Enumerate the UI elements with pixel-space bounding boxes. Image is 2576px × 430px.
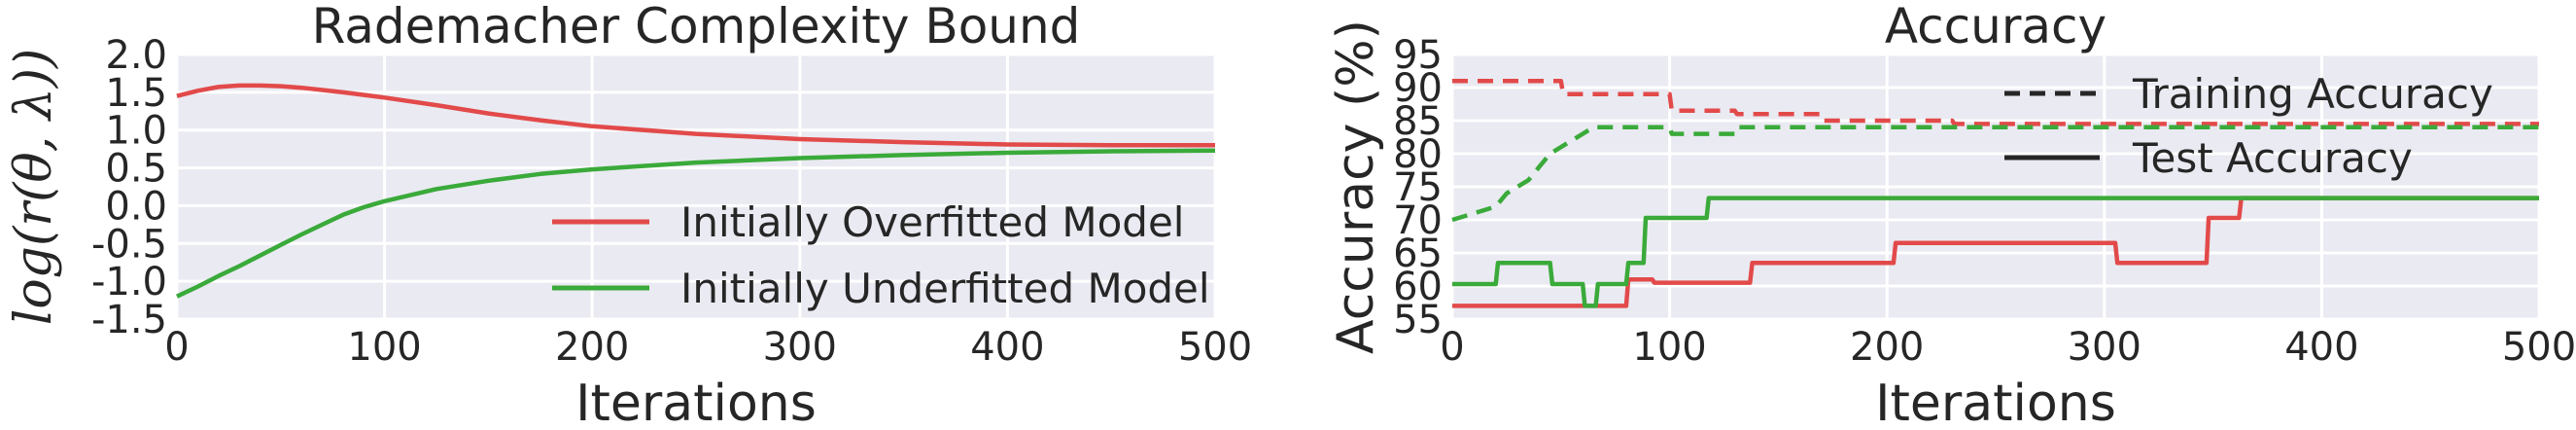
series-line <box>1451 125 2539 223</box>
y-tick-label: 95 <box>1393 33 1443 78</box>
y-tick-label: 85 <box>1393 99 1443 144</box>
y-tick-label: 1.5 <box>105 71 167 116</box>
y-tick-label: 0.5 <box>105 147 167 192</box>
accuracy-y-axis-label: Accuracy (%) <box>1327 19 1385 354</box>
rademacher-x-axis-label: Iterations <box>575 375 817 430</box>
series-line <box>1452 196 2539 308</box>
x-tick-label: 200 <box>1850 325 1924 370</box>
rademacher-y-axis-label: log(r(θ, λ)) <box>5 49 63 326</box>
rademacher-series <box>176 83 1216 299</box>
y-tick-label: 90 <box>1393 66 1443 111</box>
series-line <box>176 148 1216 299</box>
accuracy-legend: Training Accuracy Test Accuracy <box>2004 70 2493 182</box>
y-tick-label: -0.5 <box>91 222 167 267</box>
series-line <box>1452 78 2539 126</box>
y-tick-label: 55 <box>1393 298 1443 342</box>
x-tick-label: 300 <box>2068 325 2141 370</box>
series-line <box>176 83 1215 148</box>
rademacher-chart: 0 100 200 300 400 500 -1.5-1.0-0.50.00.51.01.… <box>5 0 1252 430</box>
accuracy-grid <box>1450 53 2541 321</box>
y-tick-label: 75 <box>1393 165 1443 210</box>
series-line <box>1452 196 2539 308</box>
rademacher-legend: Initially Overfitted Model Initially Und… <box>552 198 1210 312</box>
x-tick-label: 200 <box>555 325 629 370</box>
accuracy-x-tick-labels: 0 100 200 300 400 500 <box>1440 325 2576 370</box>
legend-label-training: Training Accuracy <box>2132 70 2493 118</box>
accuracy-x-axis-label: Iterations <box>1875 375 2116 430</box>
legend-label-overfitted: Initially Overfitted Model <box>680 198 1184 246</box>
y-tick-label: 80 <box>1393 132 1443 177</box>
y-tick-label: 70 <box>1393 198 1443 243</box>
x-tick-label: 0 <box>1440 325 1464 370</box>
legend-label-test: Test Accuracy <box>2132 134 2413 182</box>
accuracy-title: Accuracy <box>1885 0 2106 54</box>
x-tick-label: 100 <box>347 325 421 370</box>
y-tick-label: -1.0 <box>91 260 167 305</box>
rademacher-y-tick-labels: -1.5-1.0-0.50.00.51.01.52.0 <box>91 33 167 342</box>
rademacher-title: Rademacher Complexity Bound <box>312 0 1081 54</box>
y-tick-label: 60 <box>1393 265 1443 309</box>
x-tick-label: 500 <box>1178 325 1252 370</box>
rademacher-plot-area <box>177 54 1215 319</box>
y-tick-label: 2.0 <box>105 33 167 78</box>
y-tick-label: 65 <box>1393 232 1443 276</box>
x-tick-label: 0 <box>164 325 189 370</box>
x-tick-label: 400 <box>2284 325 2358 370</box>
y-tick-label: 1.0 <box>105 109 167 154</box>
x-tick-label: 300 <box>763 325 837 370</box>
x-tick-label: 500 <box>2502 325 2576 370</box>
accuracy-series <box>1451 78 2539 308</box>
y-tick-label: 0.0 <box>105 184 167 229</box>
legend-label-underfitted: Initially Underfitted Model <box>680 265 1210 312</box>
y-tick-label: -1.5 <box>91 298 167 342</box>
x-tick-label: 400 <box>970 325 1044 370</box>
x-tick-label: 100 <box>1632 325 1706 370</box>
rademacher-x-tick-labels: 0 100 200 300 400 500 <box>164 325 1252 370</box>
rademacher-grid <box>175 53 1217 321</box>
